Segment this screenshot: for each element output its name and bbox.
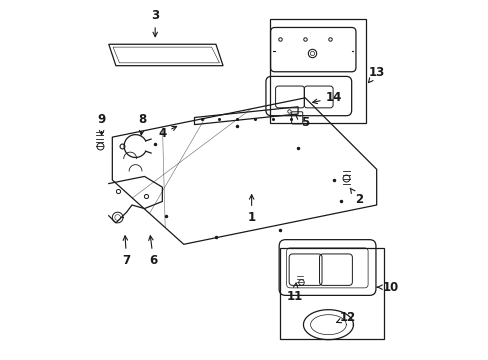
Text: 14: 14 xyxy=(312,91,341,104)
Text: 12: 12 xyxy=(336,311,355,324)
Bar xyxy=(280,248,383,339)
Text: 13: 13 xyxy=(368,66,384,83)
Text: 6: 6 xyxy=(148,236,157,267)
Text: 4: 4 xyxy=(158,126,176,140)
Text: 11: 11 xyxy=(286,283,302,303)
Text: 7: 7 xyxy=(122,236,130,267)
Text: 3: 3 xyxy=(151,9,159,37)
Text: 5: 5 xyxy=(295,115,309,129)
Text: 2: 2 xyxy=(349,188,362,206)
Text: 8: 8 xyxy=(138,113,146,135)
Bar xyxy=(269,19,365,123)
Text: 10: 10 xyxy=(376,281,398,294)
Text: 1: 1 xyxy=(247,195,255,224)
Text: 9: 9 xyxy=(97,113,105,135)
